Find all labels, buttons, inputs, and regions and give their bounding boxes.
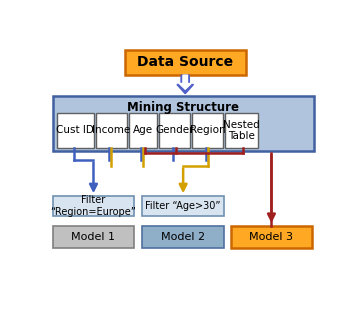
Bar <box>159 113 190 148</box>
Text: Gender: Gender <box>155 125 194 135</box>
Text: Nested
Table: Nested Table <box>223 119 260 141</box>
Text: Mining Structure: Mining Structure <box>127 100 239 114</box>
Text: Model 3: Model 3 <box>250 232 293 242</box>
Text: Region: Region <box>190 125 225 135</box>
Bar <box>125 50 246 75</box>
Text: Filter
“Region=Europe”: Filter “Region=Europe” <box>51 195 136 217</box>
Text: Income: Income <box>92 125 130 135</box>
Polygon shape <box>177 75 194 94</box>
Text: Model 1: Model 1 <box>72 232 115 242</box>
Text: Cust ID: Cust ID <box>56 125 94 135</box>
Bar <box>129 113 157 148</box>
Text: Age: Age <box>133 125 153 135</box>
Bar <box>231 226 312 248</box>
Bar <box>53 96 314 151</box>
Bar <box>142 196 224 216</box>
Text: Data Source: Data Source <box>137 55 233 69</box>
Polygon shape <box>179 75 191 89</box>
Bar <box>53 226 134 248</box>
Bar <box>95 113 127 148</box>
Bar <box>225 113 258 148</box>
Bar <box>53 196 134 216</box>
Text: Model 2: Model 2 <box>161 232 205 242</box>
Bar <box>192 113 223 148</box>
Bar <box>57 113 94 148</box>
Bar <box>142 226 224 248</box>
Text: Filter “Age>30”: Filter “Age>30” <box>145 201 221 211</box>
